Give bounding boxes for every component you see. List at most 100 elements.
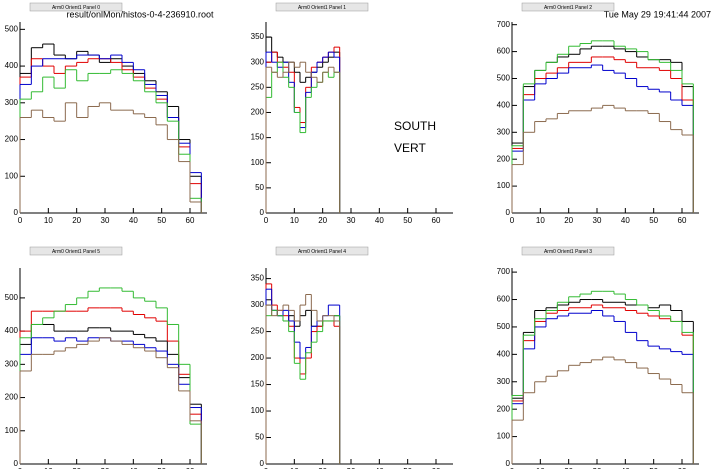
y-tick-label: 250 [251, 327, 265, 336]
x-tick-label: 60 [432, 467, 441, 469]
y-tick-label: 600 [497, 295, 511, 304]
annotation: SOUTH [394, 119, 436, 133]
y-tick-label: 100 [5, 171, 19, 180]
y-tick-label: 700 [497, 20, 511, 29]
y-tick-label: 500 [497, 74, 511, 83]
y-tick-label: 0 [260, 208, 265, 217]
y-tick-label: 50 [255, 433, 264, 442]
x-tick-label: 20 [72, 467, 81, 469]
y-tick-label: 0 [506, 208, 511, 217]
x-tick-label: 20 [318, 216, 327, 225]
x-tick-label: 40 [621, 216, 630, 225]
panel-title: Arm0 Orient1 Panel 3 [544, 249, 592, 255]
y-tick-label: 250 [251, 82, 265, 91]
y-tick-label: 300 [497, 127, 511, 136]
x-tick-label: 60 [678, 467, 687, 469]
y-tick-label: 400 [497, 349, 511, 358]
y-tick-label: 400 [5, 326, 19, 335]
y-tick-label: 500 [5, 293, 19, 302]
panel-title: Arm0 Orient1 Panel 4 [298, 249, 346, 255]
y-tick-label: 200 [251, 108, 265, 117]
x-tick-label: 30 [347, 467, 356, 469]
x-tick-label: 0 [510, 216, 515, 225]
panel-title-box [521, 246, 615, 256]
x-tick-label: 10 [44, 216, 53, 225]
y-tick-label: 100 [251, 158, 265, 167]
x-tick-label: 50 [649, 216, 658, 225]
y-tick-label: 150 [251, 380, 265, 389]
x-tick-label: 40 [375, 216, 384, 225]
y-tick-label: 400 [497, 101, 511, 110]
y-tick-label: 200 [497, 154, 511, 163]
panel-title-box [275, 246, 369, 256]
y-tick-label: 400 [5, 61, 19, 70]
y-tick-label: 100 [497, 432, 511, 441]
x-tick-label: 50 [649, 467, 658, 469]
x-tick-label: 10 [290, 216, 299, 225]
y-tick-label: 500 [497, 322, 511, 331]
x-tick-label: 50 [403, 216, 412, 225]
panel-title-box [29, 2, 123, 12]
x-tick-label: 0 [18, 216, 23, 225]
y-tick-label: 300 [5, 98, 19, 107]
x-tick-label: 40 [129, 216, 138, 225]
x-tick-label: 30 [101, 216, 110, 225]
x-tick-label: 60 [678, 216, 687, 225]
y-tick-label: 100 [5, 426, 19, 435]
y-tick-label: 500 [5, 24, 19, 33]
x-tick-label: 30 [593, 467, 602, 469]
panel-title: Arm0 Orient1 Panel 5 [52, 249, 100, 255]
x-tick-label: 30 [347, 216, 356, 225]
y-tick-label: 200 [5, 393, 19, 402]
y-tick-label: 350 [251, 274, 265, 283]
y-tick-label: 100 [251, 406, 265, 415]
annotation: VERT [394, 141, 426, 155]
y-tick-label: 0 [260, 459, 265, 468]
panel-title-box [521, 2, 615, 12]
y-tick-label: 0 [14, 208, 19, 217]
x-tick-label: 50 [157, 467, 166, 469]
file-label: result/onlMon/histos-0-4-236910.root [66, 9, 214, 19]
y-tick-label: 200 [5, 135, 19, 144]
x-tick-label: 40 [621, 467, 630, 469]
panel-title: Arm0 Orient1 Panel 1 [298, 5, 346, 11]
y-tick-label: 0 [506, 459, 511, 468]
y-tick-label: 300 [497, 377, 511, 386]
panel-title-box [29, 246, 123, 256]
x-tick-label: 0 [264, 467, 269, 469]
x-tick-label: 10 [536, 216, 545, 225]
x-tick-label: 20 [564, 216, 573, 225]
y-tick-label: 100 [497, 181, 511, 190]
x-tick-label: 0 [264, 216, 269, 225]
x-tick-label: 60 [432, 216, 441, 225]
y-tick-label: 300 [251, 57, 265, 66]
y-tick-label: 50 [255, 183, 264, 192]
y-tick-label: 0 [14, 459, 19, 468]
x-tick-label: 60 [186, 216, 195, 225]
y-tick-label: 150 [251, 133, 265, 142]
x-tick-label: 30 [593, 216, 602, 225]
panel-title-box [275, 2, 369, 12]
x-tick-label: 50 [157, 216, 166, 225]
x-tick-label: 10 [44, 467, 53, 469]
x-tick-label: 50 [403, 467, 412, 469]
panel-title: Arm0 Orient1 Panel 2 [544, 5, 592, 11]
x-tick-label: 40 [375, 467, 384, 469]
x-tick-label: 10 [536, 467, 545, 469]
y-tick-label: 200 [497, 404, 511, 413]
x-tick-label: 10 [290, 467, 299, 469]
x-tick-label: 0 [510, 467, 515, 469]
x-tick-label: 0 [18, 467, 23, 469]
y-tick-label: 300 [251, 300, 265, 309]
x-tick-label: 20 [318, 467, 327, 469]
x-tick-label: 20 [564, 467, 573, 469]
date-label: Tue May 29 19:41:44 2007 [604, 9, 711, 19]
y-tick-label: 350 [251, 32, 265, 41]
y-tick-label: 600 [497, 47, 511, 56]
panel-title: Arm0 Orient1 Panel 0 [52, 5, 100, 11]
x-tick-label: 30 [101, 467, 110, 469]
y-tick-label: 700 [497, 267, 511, 276]
x-tick-label: 60 [186, 467, 195, 469]
